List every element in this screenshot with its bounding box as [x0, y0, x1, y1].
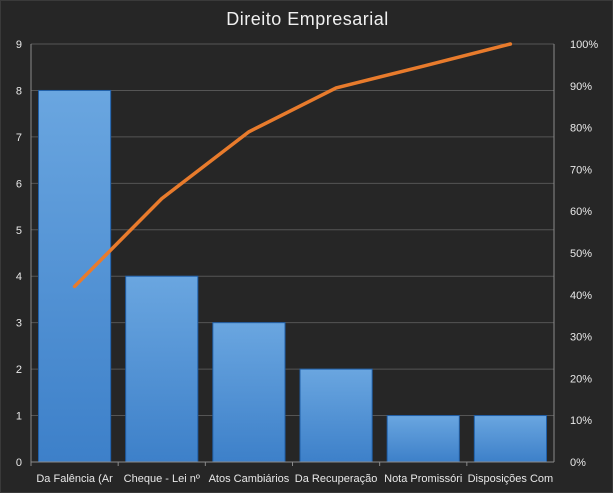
line-point	[73, 284, 77, 288]
y-tick-label: 0	[16, 457, 22, 469]
bar	[386, 415, 460, 463]
line-point	[421, 64, 425, 68]
axes: 01234567890%10%20%30%40%50%60%70%80%90%1…	[16, 39, 598, 485]
line-point	[508, 42, 512, 46]
y2-tick-label: 20%	[570, 373, 592, 385]
x-tick-label: Nota Promissóri	[384, 473, 462, 485]
x-tick-label: Disposições Com	[468, 473, 554, 485]
line-point	[160, 197, 164, 201]
y2-tick-label: 50%	[570, 248, 592, 260]
x-tick-label: Cheque - Lei nº	[124, 473, 200, 485]
bar-series	[38, 89, 548, 463]
cumulative-line-series	[72, 42, 513, 289]
bar	[299, 368, 373, 463]
y-tick-label: 4	[16, 271, 22, 283]
y2-tick-label: 60%	[570, 206, 592, 218]
y-tick-label: 7	[16, 132, 22, 144]
line-point	[334, 86, 338, 90]
cumulative-line	[72, 42, 513, 289]
y-tick-label: 3	[16, 318, 22, 330]
y2-tick-label: 30%	[570, 332, 592, 344]
y2-tick-label: 70%	[570, 164, 592, 176]
line-point	[247, 130, 251, 134]
x-tick-label: Da Recuperação	[295, 473, 378, 485]
y2-tick-label: 40%	[570, 290, 592, 302]
x-tick-label: Da Falência (Ar	[36, 473, 113, 485]
y2-tick-label: 100%	[570, 39, 598, 51]
bar	[38, 89, 112, 463]
x-tick-label: Atos Cambiários	[209, 473, 290, 485]
y-tick-label: 5	[16, 225, 22, 237]
y2-tick-label: 90%	[570, 81, 592, 93]
chart-title: Direito Empresarial	[226, 9, 389, 29]
y-tick-label: 1	[16, 411, 22, 423]
y-tick-label: 2	[16, 364, 22, 376]
bar	[473, 415, 548, 463]
y-tick-label: 6	[16, 178, 22, 190]
bar	[212, 322, 286, 463]
y-tick-label: 8	[16, 85, 22, 97]
y2-tick-label: 0%	[570, 457, 586, 469]
bar	[125, 275, 199, 463]
y-tick-label: 9	[16, 39, 22, 51]
y2-tick-label: 80%	[570, 123, 592, 135]
y2-tick-label: 10%	[570, 415, 592, 427]
